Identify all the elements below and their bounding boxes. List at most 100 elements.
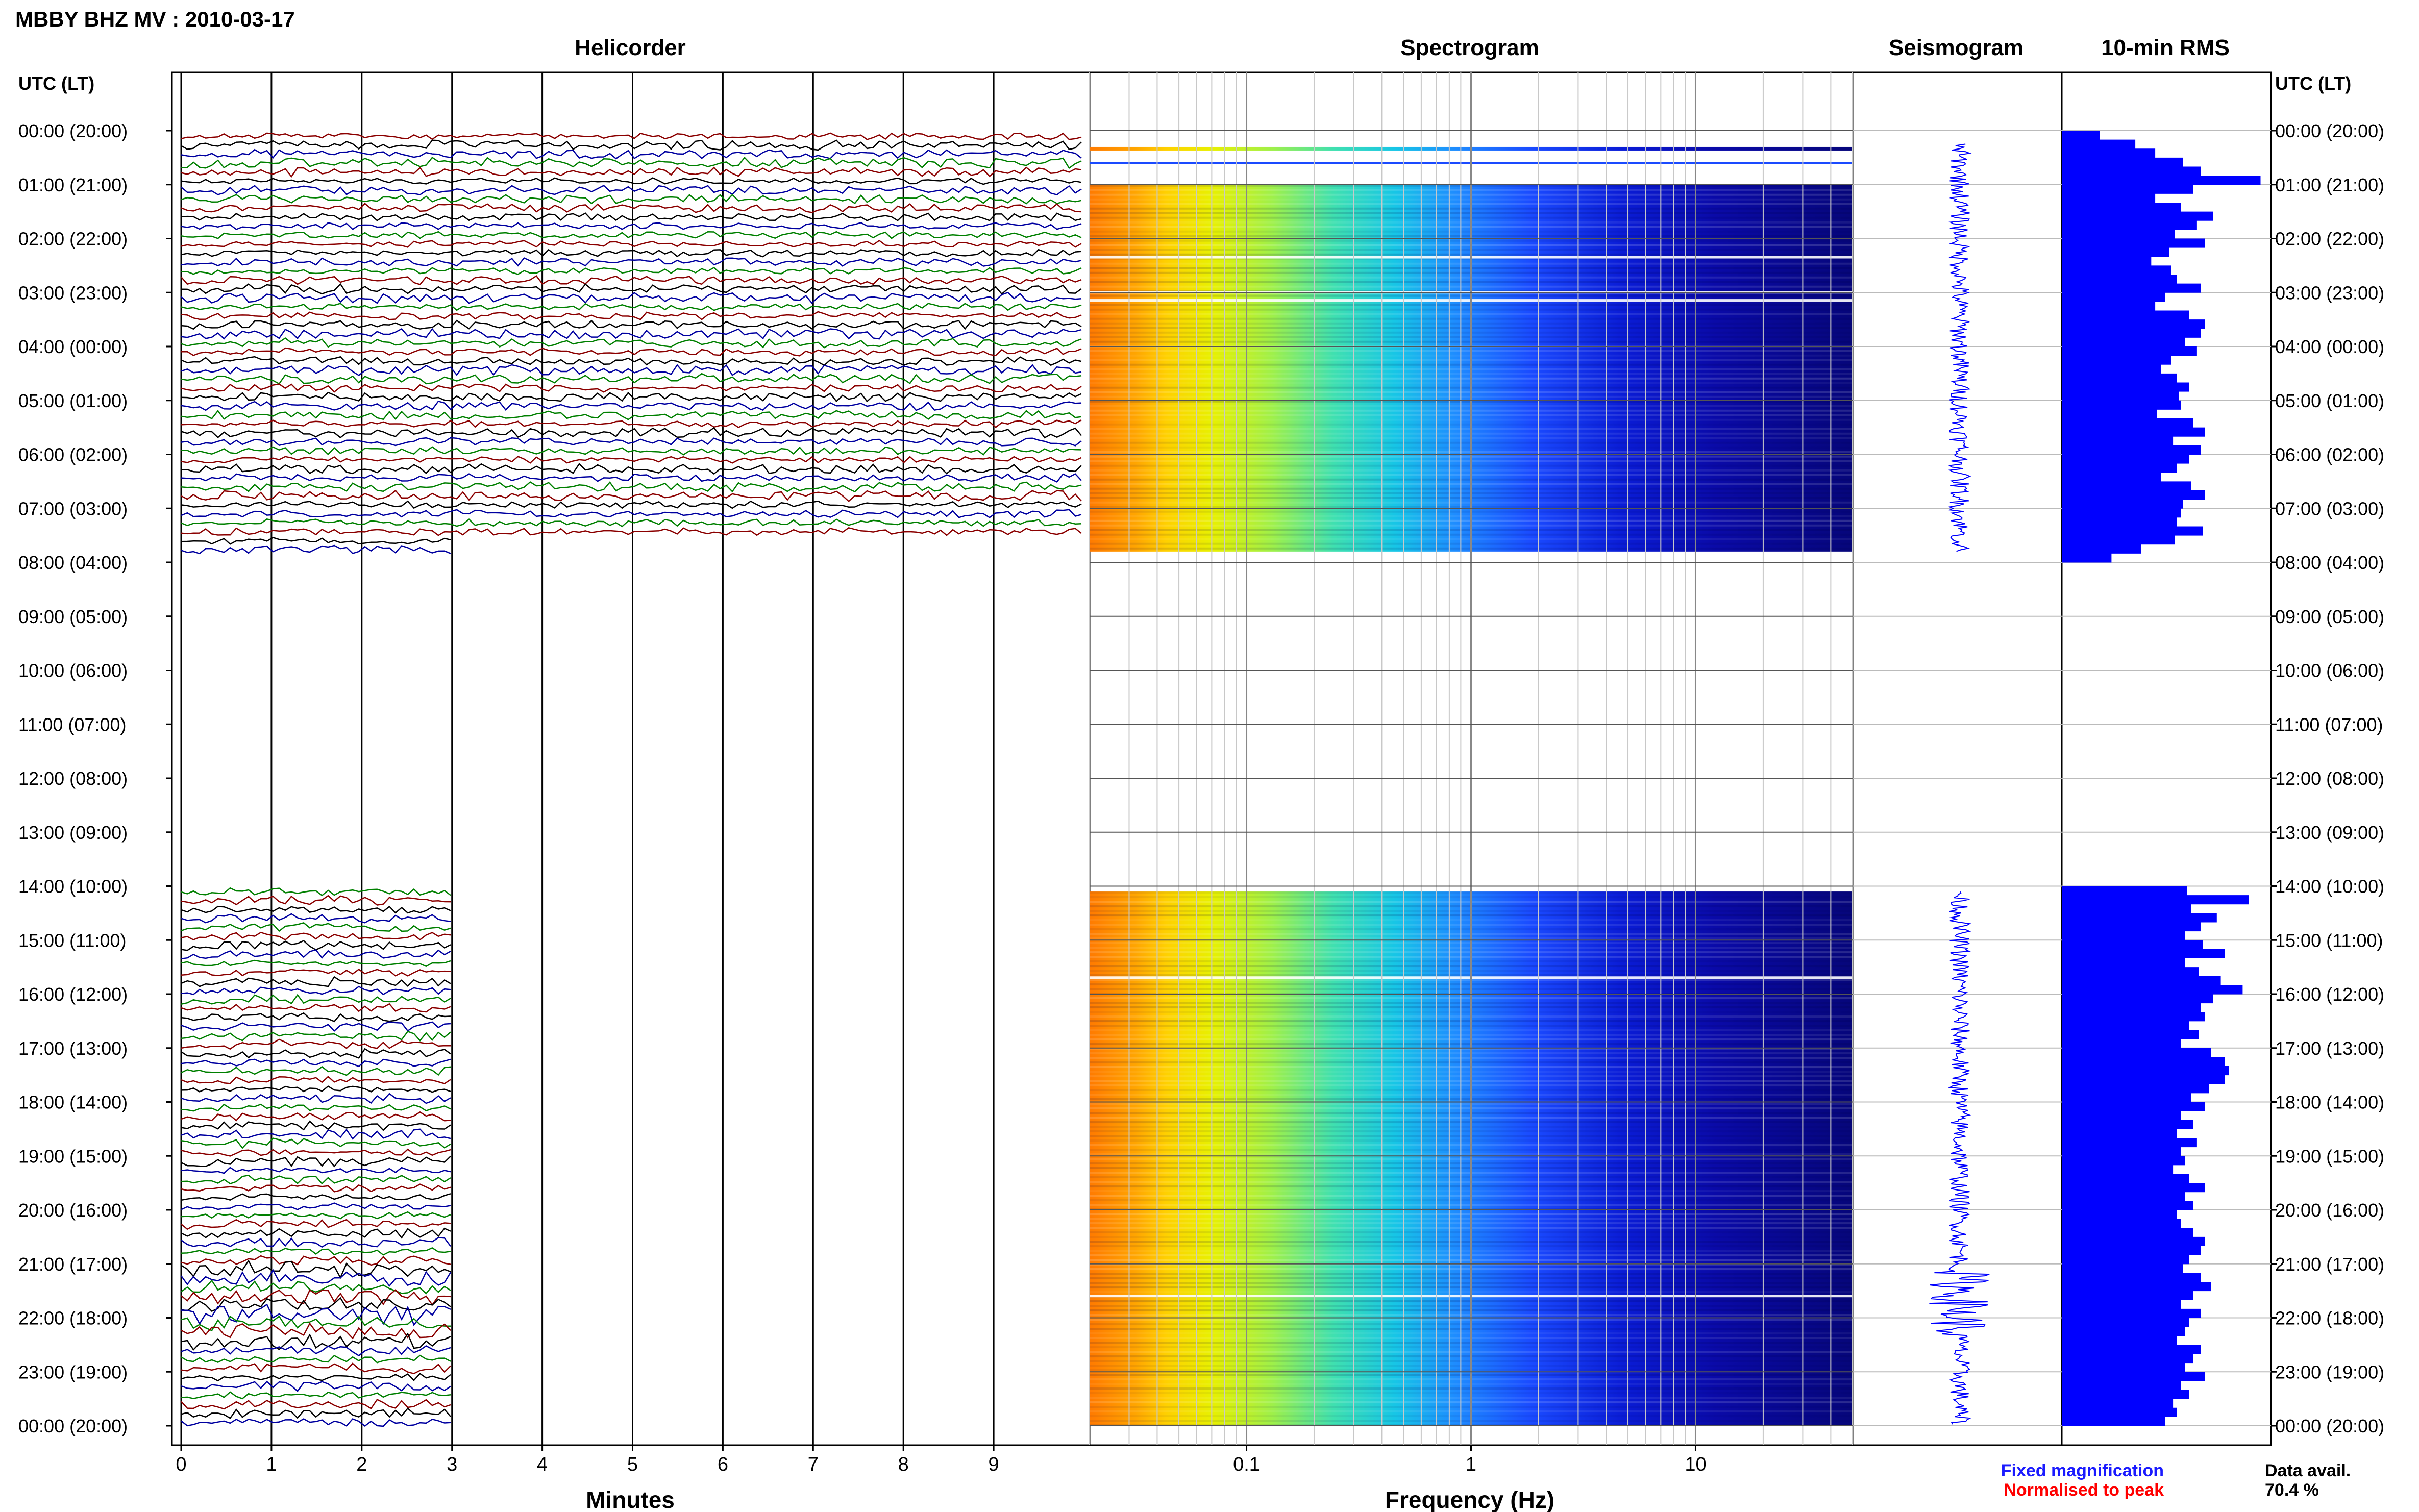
rms-bar: [2062, 1263, 2183, 1273]
rms-bar: [2062, 1120, 2193, 1129]
rms-bar: [2062, 1219, 2181, 1228]
rms-bar: [2062, 1129, 2177, 1138]
hour-label-left: 07:00 (03:00): [18, 498, 128, 519]
rms-bar: [2062, 535, 2175, 545]
rms-bar: [2062, 1273, 2201, 1282]
rms-bar: [2062, 895, 2249, 905]
hour-label-left: 10:00 (06:00): [18, 660, 128, 681]
rms-bar: [2062, 131, 2100, 140]
helicorder-trace: [181, 473, 1082, 483]
helicorder-trace: [181, 391, 1082, 403]
minute-tick-label: 9: [989, 1454, 999, 1475]
hour-label-left: 16:00 (12:00): [18, 984, 128, 1005]
hour-label-left: 17:00 (13:00): [18, 1038, 128, 1059]
hour-label-left: 11:00 (07:00): [18, 714, 126, 735]
rms-bar: [2062, 1210, 2177, 1220]
hour-label-left: 21:00 (17:00): [18, 1254, 128, 1275]
hour-label-left: 00:00 (20:00): [18, 120, 128, 141]
helicorder-trace: [181, 1038, 451, 1050]
helicorder-trace: [181, 1174, 451, 1185]
rms-bar: [2062, 463, 2177, 473]
rms-bar: [2062, 391, 2179, 401]
hour-label-left: 19:00 (15:00): [18, 1146, 128, 1167]
legend-normalised-to-peak: Normalised to peak: [2004, 1480, 2164, 1500]
helicorder-trace: [181, 157, 1082, 169]
rms-bar: [2062, 1255, 2189, 1265]
helicorder-trace: [181, 410, 1082, 420]
rms-bar: [2062, 553, 2112, 563]
rms-bar: [2062, 1300, 2181, 1309]
helicorder-trace: [181, 1128, 451, 1140]
helicorder-trace: [181, 249, 1082, 258]
helicorder-trace: [181, 446, 1082, 456]
rms-bar: [2062, 229, 2175, 239]
hour-label-right: 09:00 (05:00): [2275, 606, 2384, 627]
helicorder-trace: [181, 1202, 451, 1210]
helicorder-trace: [181, 1021, 451, 1032]
rms-bar: [2062, 427, 2205, 437]
helicorder-trace: [181, 1288, 451, 1306]
helicorder-trace: [181, 400, 1082, 411]
hour-label-left: 12:00 (08:00): [18, 768, 128, 789]
rms-bar: [2062, 400, 2181, 410]
rms-bar: [2062, 364, 2161, 374]
helicorder-trace: [181, 193, 1082, 205]
helicorder-trace: [181, 976, 451, 987]
helicorder-trace: [181, 544, 451, 555]
rms-bar: [2062, 409, 2157, 419]
helicorder-trace: [181, 1030, 451, 1042]
rms-bar: [2062, 1372, 2205, 1381]
helicorder-trace: [181, 1398, 451, 1410]
hour-label-right: 13:00 (09:00): [2275, 822, 2384, 843]
helicorder-trace: [181, 364, 1082, 377]
rms-bar: [2062, 166, 2201, 176]
helicorder-trace: [181, 1003, 451, 1013]
seismogram-trace-segment: [1948, 143, 1972, 552]
spectrogram-xlabel: Frequency (Hz): [1385, 1486, 1554, 1512]
hour-label-left: 04:00 (00:00): [18, 336, 128, 357]
helicorder-trace: [181, 949, 451, 960]
helicorder-trace: [181, 1076, 451, 1084]
rms-bar: [2062, 1075, 2225, 1084]
helicorder-trace: [181, 481, 1082, 493]
helicorder-trace: [181, 437, 1082, 447]
hour-label-left: 05:00 (01:00): [18, 390, 128, 411]
hour-label-right: 21:00 (17:00): [2275, 1254, 2384, 1275]
helicorder-trace: [181, 509, 1082, 518]
minute-tick-label: 6: [718, 1454, 728, 1475]
rms-bar: [2062, 176, 2261, 185]
rms-bar: [2062, 1174, 2189, 1183]
helicorder-trace: [181, 1322, 451, 1340]
spectrogram-title: Spectrogram: [1400, 35, 1539, 60]
helicorder-trace: [181, 347, 1082, 357]
right-time-header: UTC (LT): [2275, 73, 2351, 94]
rms-bar: [2062, 1399, 2174, 1408]
helicorder-title: Helicorder: [575, 35, 686, 60]
helicorder-trace: [181, 166, 1082, 178]
helicorder-panel: [171, 71, 1091, 1446]
rms-bar: [2062, 490, 2205, 500]
helicorder-trace: [181, 1048, 451, 1059]
rms-bar: [2062, 1354, 2193, 1364]
helicorder-trace: [181, 319, 1082, 330]
hour-label-right: 10:00 (06:00): [2275, 660, 2384, 681]
helicorder-trace: [181, 1148, 451, 1157]
helicorder-trace: [181, 1058, 451, 1068]
rms-bar: [2062, 157, 2183, 167]
helicorder-trace: [181, 1303, 451, 1326]
rms-bar: [2062, 1407, 2177, 1417]
helicorder-trace: [181, 1391, 451, 1400]
rms-bar: [2062, 1246, 2201, 1255]
rms-bar: [2062, 949, 2225, 958]
rms-bar: [2062, 976, 2221, 985]
helicorder-trace: [181, 1259, 451, 1279]
helicorder-trace: [180, 1269, 452, 1287]
hour-label-right: 04:00 (00:00): [2275, 336, 2384, 357]
rms-bar: [2062, 922, 2201, 932]
hour-label-left: 14:00 (10:00): [18, 876, 128, 897]
data-availability-label: Data avail.: [2265, 1461, 2351, 1480]
rms-bar: [2062, 193, 2156, 203]
helicorder-trace: [181, 985, 451, 996]
hour-label-left: 09:00 (05:00): [18, 606, 128, 627]
helicorder-trace: [181, 1297, 451, 1312]
